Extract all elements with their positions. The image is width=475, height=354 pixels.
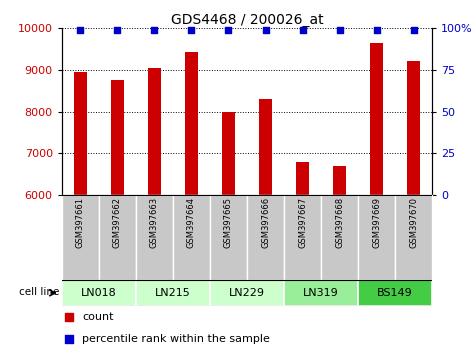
Text: GSM397669: GSM397669 [372, 197, 381, 248]
Point [336, 27, 343, 33]
Text: LN018: LN018 [81, 288, 117, 298]
Text: GSM397662: GSM397662 [113, 197, 122, 248]
Bar [185, 52, 198, 354]
Point [373, 27, 380, 33]
Bar [358, 280, 432, 306]
Bar [62, 280, 136, 306]
Point [188, 27, 195, 33]
Text: GSM397665: GSM397665 [224, 197, 233, 248]
Point [299, 27, 306, 33]
Point [114, 27, 121, 33]
Bar [247, 195, 284, 280]
Text: GSM397666: GSM397666 [261, 197, 270, 249]
Text: LN319: LN319 [303, 288, 339, 298]
Bar [210, 195, 247, 280]
Point [76, 27, 84, 33]
Text: GSM397667: GSM397667 [298, 197, 307, 249]
Bar [284, 195, 321, 280]
Bar [210, 280, 284, 306]
Text: GSM397668: GSM397668 [335, 197, 344, 249]
Bar [136, 195, 173, 280]
Bar [333, 166, 346, 354]
Bar [296, 162, 309, 354]
Point [151, 27, 158, 33]
Point [262, 27, 269, 33]
Text: GSM397664: GSM397664 [187, 197, 196, 248]
Text: LN229: LN229 [229, 288, 265, 298]
Bar [136, 280, 210, 306]
Point [410, 27, 418, 33]
Bar [222, 112, 235, 354]
Bar [321, 195, 358, 280]
Text: GSM397661: GSM397661 [76, 197, 85, 248]
Title: GDS4468 / 200026_at: GDS4468 / 200026_at [171, 13, 323, 27]
Bar [395, 195, 432, 280]
Point [225, 27, 232, 33]
Text: GSM397670: GSM397670 [409, 197, 418, 248]
Bar [111, 80, 124, 354]
Text: GSM397663: GSM397663 [150, 197, 159, 249]
Text: BS149: BS149 [377, 288, 413, 298]
Bar [259, 99, 272, 354]
Bar [358, 195, 395, 280]
Bar [370, 43, 383, 354]
Point [66, 314, 73, 320]
Text: percentile rank within the sample: percentile rank within the sample [82, 333, 270, 344]
Point [66, 336, 73, 341]
Bar [284, 280, 358, 306]
Bar [173, 195, 210, 280]
Bar [407, 61, 420, 354]
Text: cell line: cell line [19, 287, 59, 297]
Text: LN215: LN215 [155, 288, 191, 298]
Bar [99, 195, 136, 280]
Bar [74, 72, 87, 354]
Text: count: count [82, 312, 114, 322]
Bar [148, 68, 161, 354]
Bar [62, 195, 99, 280]
